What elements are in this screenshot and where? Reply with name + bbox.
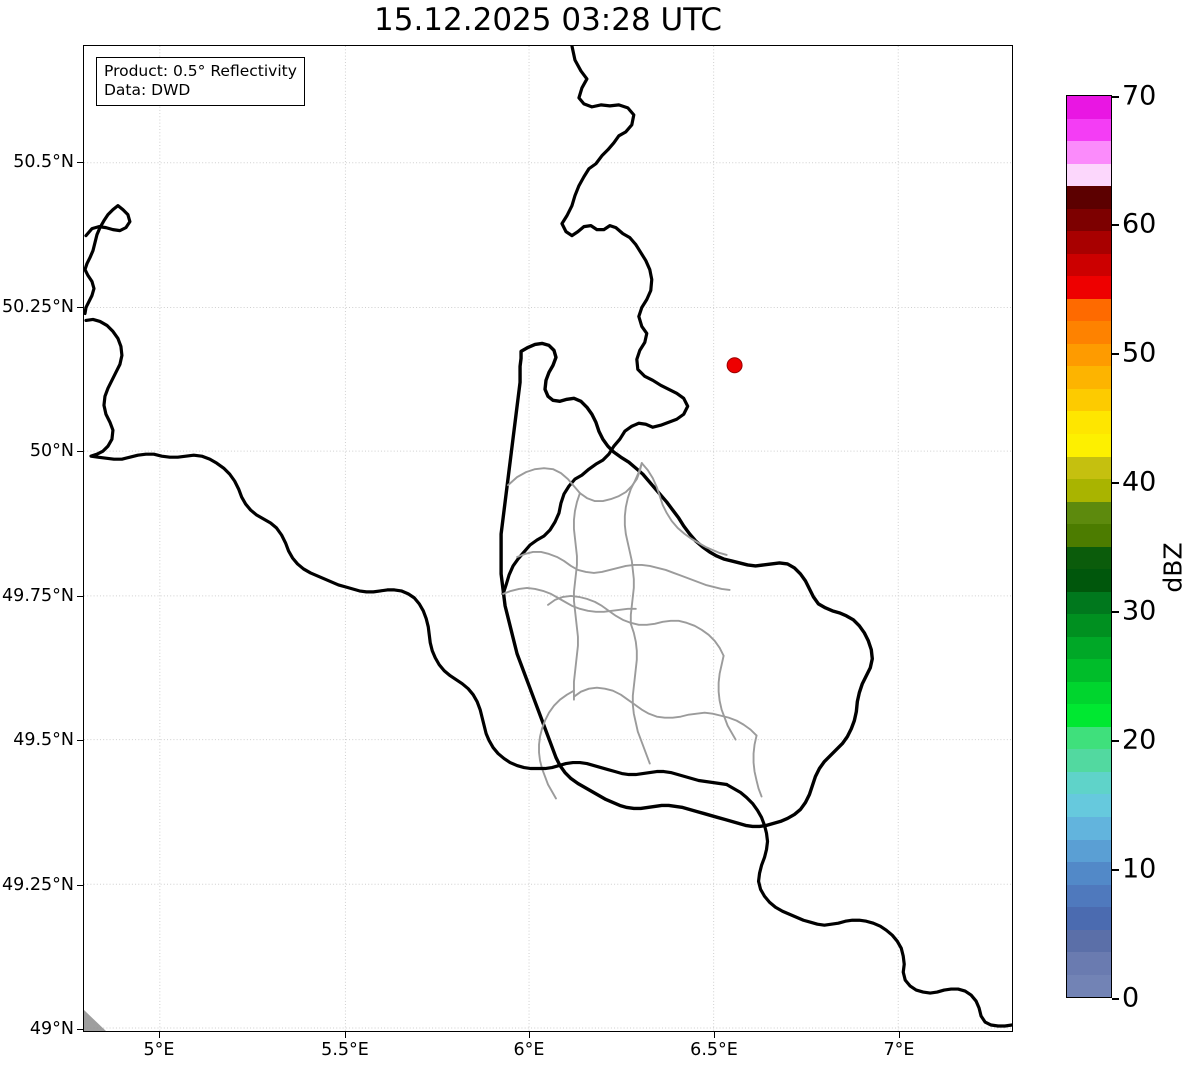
luxembourg-canton-borders xyxy=(502,462,763,800)
xtick-label-7: 7°E xyxy=(883,1040,915,1060)
colorbar-band-34 xyxy=(1067,862,1111,885)
cbtick-label-70: 70 xyxy=(1122,80,1157,112)
colorbar-band-3 xyxy=(1067,163,1111,187)
colorbar-band-28 xyxy=(1067,726,1111,750)
ytick-label-49-25: 49.25°N xyxy=(2,875,74,895)
colorbar-axis-label: dBZ xyxy=(1158,542,1188,593)
cbtick-label-60: 60 xyxy=(1122,208,1157,240)
colorbar-band-7 xyxy=(1067,253,1111,277)
cbtick-mark-0 xyxy=(1112,998,1119,1000)
ytick-mark-4 xyxy=(77,596,83,598)
border-france-germany-southeast xyxy=(725,782,1012,1028)
colorbar-band-15 xyxy=(1067,433,1111,457)
colorbar-band-12 xyxy=(1067,366,1111,389)
radar-site-marker[interactable] xyxy=(726,357,743,374)
cbtick-mark-10 xyxy=(1112,869,1119,871)
cbtick-label-0: 0 xyxy=(1122,982,1140,1014)
colorbar-band-2 xyxy=(1067,141,1111,164)
ytick-label-50-5: 50.5°N xyxy=(13,152,74,172)
colorbar-band-31 xyxy=(1067,794,1111,817)
colorbar-band-21 xyxy=(1067,569,1111,592)
xtick-mark-4 xyxy=(714,1032,716,1038)
colorbar-band-23 xyxy=(1067,614,1111,637)
colorbar-band-35 xyxy=(1067,884,1111,908)
reflectivity-colorbar[interactable] xyxy=(1066,95,1112,998)
annotation-data-line: Data: DWD xyxy=(104,81,191,99)
xtick-mark-2 xyxy=(345,1032,347,1038)
colorbar-band-19 xyxy=(1067,524,1111,547)
ytick-label-50: 50°N xyxy=(29,441,74,461)
colorbar-band-32 xyxy=(1067,817,1111,840)
colorbar-band-16 xyxy=(1067,456,1111,480)
colorbar-band-36 xyxy=(1067,907,1111,930)
xtick-label-6-5: 6.5°E xyxy=(690,1040,738,1060)
cbtick-label-50: 50 xyxy=(1122,337,1157,369)
colorbar-band-24 xyxy=(1067,636,1111,660)
xtick-mark-3 xyxy=(529,1032,531,1038)
map-axes[interactable]: Product: 0.5° Reflectivity Data: DWD xyxy=(83,45,1013,1032)
colorbar-band-10 xyxy=(1067,321,1111,344)
colorbar-band-0 xyxy=(1067,96,1111,119)
border-belgium-france-south xyxy=(84,317,729,787)
xtick-mark-1 xyxy=(159,1032,161,1038)
colorbar-band-29 xyxy=(1067,749,1111,772)
map-canvas xyxy=(84,46,1012,1031)
ytick-mark-6 xyxy=(77,885,83,887)
ytick-label-50-25: 50.25°N xyxy=(2,297,74,317)
colorbar-band-39 xyxy=(1067,974,1111,997)
cbtick-mark-60 xyxy=(1112,224,1119,226)
colorbar-band-6 xyxy=(1067,231,1111,254)
cbtick-mark-70 xyxy=(1112,96,1119,98)
border-belgium-france-west xyxy=(84,204,132,316)
colorbar-band-13 xyxy=(1067,388,1111,412)
colorbar-band-9 xyxy=(1067,298,1111,322)
ytick-label-49-5: 49.5°N xyxy=(13,730,74,750)
cbtick-mark-40 xyxy=(1112,482,1119,484)
xtick-label-5: 5°E xyxy=(143,1040,175,1060)
colorbar-band-8 xyxy=(1067,276,1111,299)
ytick-mark-3 xyxy=(77,451,83,453)
colorbar-band-27 xyxy=(1067,704,1111,727)
colorbar-band-38 xyxy=(1067,952,1111,975)
colorbar-band-5 xyxy=(1067,208,1111,232)
cbtick-mark-20 xyxy=(1112,740,1119,742)
colorbar-band-25 xyxy=(1067,659,1111,682)
colorbar-band-22 xyxy=(1067,591,1111,615)
ytick-mark-1 xyxy=(77,162,83,164)
cbtick-mark-30 xyxy=(1112,611,1119,613)
ytick-mark-2 xyxy=(77,307,83,309)
cbtick-label-30: 30 xyxy=(1122,595,1157,627)
colorbar-band-4 xyxy=(1067,186,1111,209)
ytick-label-49: 49°N xyxy=(29,1019,74,1039)
cbtick-mark-50 xyxy=(1112,353,1119,355)
annotation-product-line: Product: 0.5° Reflectivity xyxy=(104,62,297,80)
xtick-label-6: 6°E xyxy=(513,1040,545,1060)
cbtick-label-40: 40 xyxy=(1122,466,1157,498)
colorbar-band-30 xyxy=(1067,771,1111,795)
luxembourg-national-border xyxy=(499,341,874,829)
xtick-mark-5 xyxy=(899,1032,901,1038)
colorbar-band-14 xyxy=(1067,411,1111,434)
ytick-label-49-75: 49.75°N xyxy=(2,586,74,606)
page-title: 15.12.2025 03:28 UTC xyxy=(374,2,722,38)
colorbar-band-17 xyxy=(1067,479,1111,502)
colorbar-band-18 xyxy=(1067,501,1111,525)
ytick-mark-7 xyxy=(77,1029,83,1031)
product-annotation-box: Product: 0.5° Reflectivity Data: DWD xyxy=(96,57,305,106)
colorbar-band-37 xyxy=(1067,929,1111,953)
xtick-label-5-5: 5.5°E xyxy=(321,1040,369,1060)
ytick-mark-5 xyxy=(77,740,83,742)
colorbar-band-26 xyxy=(1067,681,1111,705)
colorbar-band-11 xyxy=(1067,343,1111,367)
cbtick-label-10: 10 xyxy=(1122,853,1157,885)
cbtick-label-20: 20 xyxy=(1122,724,1157,756)
border-belgium-germany-north xyxy=(501,46,690,596)
colorbar-band-20 xyxy=(1067,546,1111,570)
colorbar-band-1 xyxy=(1067,118,1111,142)
marker-layer xyxy=(726,357,743,374)
colorbar-band-33 xyxy=(1067,839,1111,863)
